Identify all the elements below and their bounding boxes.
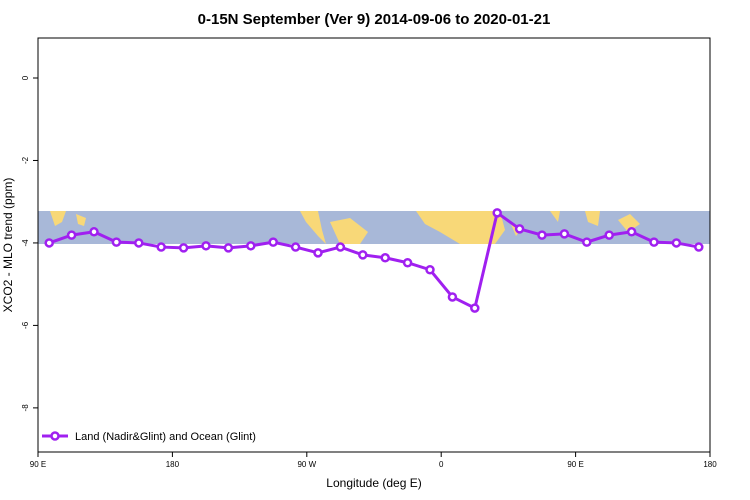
- point: [223, 243, 234, 253]
- point: [335, 242, 346, 252]
- point: [694, 242, 704, 252]
- y-tick-label: -8: [21, 404, 30, 412]
- point: [649, 237, 659, 247]
- point: [671, 238, 682, 248]
- point: [89, 227, 99, 237]
- x-tick-label: 180: [166, 460, 180, 469]
- map-background: [38, 211, 710, 244]
- point: [134, 238, 144, 248]
- x-tick-label: 90 E: [567, 460, 583, 469]
- chart-title: 0-15N September (Ver 9) 2014-09-06 to 20…: [198, 11, 551, 28]
- y-axis-label: XCO2 - MLO trend (ppm): [1, 178, 15, 313]
- y-tick-label: -4: [21, 239, 30, 247]
- x-tick-label: 90 W: [297, 460, 316, 469]
- point: [559, 229, 570, 239]
- point: [201, 241, 211, 251]
- point: [626, 227, 637, 237]
- point: [447, 292, 458, 302]
- point: [582, 237, 592, 247]
- point: [425, 264, 435, 275]
- point: [156, 242, 166, 252]
- point: [514, 224, 525, 234]
- point: [178, 243, 189, 253]
- point: [358, 250, 368, 260]
- x-axis-label: Longitude (deg E): [326, 476, 421, 490]
- point: [290, 242, 301, 252]
- y-tick-label: -6: [21, 321, 30, 329]
- point: [604, 230, 614, 240]
- legend-marker: [50, 431, 60, 441]
- point: [246, 241, 256, 251]
- point: [44, 238, 54, 248]
- y-tick-label: 0: [21, 75, 30, 80]
- point: [66, 230, 77, 240]
- point: [537, 230, 547, 240]
- point: [470, 303, 480, 313]
- x-tick-label: 0: [439, 460, 444, 469]
- point: [268, 237, 278, 247]
- x-tick-label: 90 E: [30, 460, 46, 469]
- y-tick-label: -2: [21, 156, 30, 164]
- point: [313, 248, 323, 258]
- point: [111, 237, 122, 247]
- point: [402, 257, 413, 268]
- point: [492, 208, 502, 218]
- legend-label: Land (Nadir&Glint) and Ocean (Glint): [75, 431, 256, 443]
- plot-frame: [37, 37, 711, 453]
- point: [380, 253, 390, 263]
- x-tick-label: 180: [703, 460, 717, 469]
